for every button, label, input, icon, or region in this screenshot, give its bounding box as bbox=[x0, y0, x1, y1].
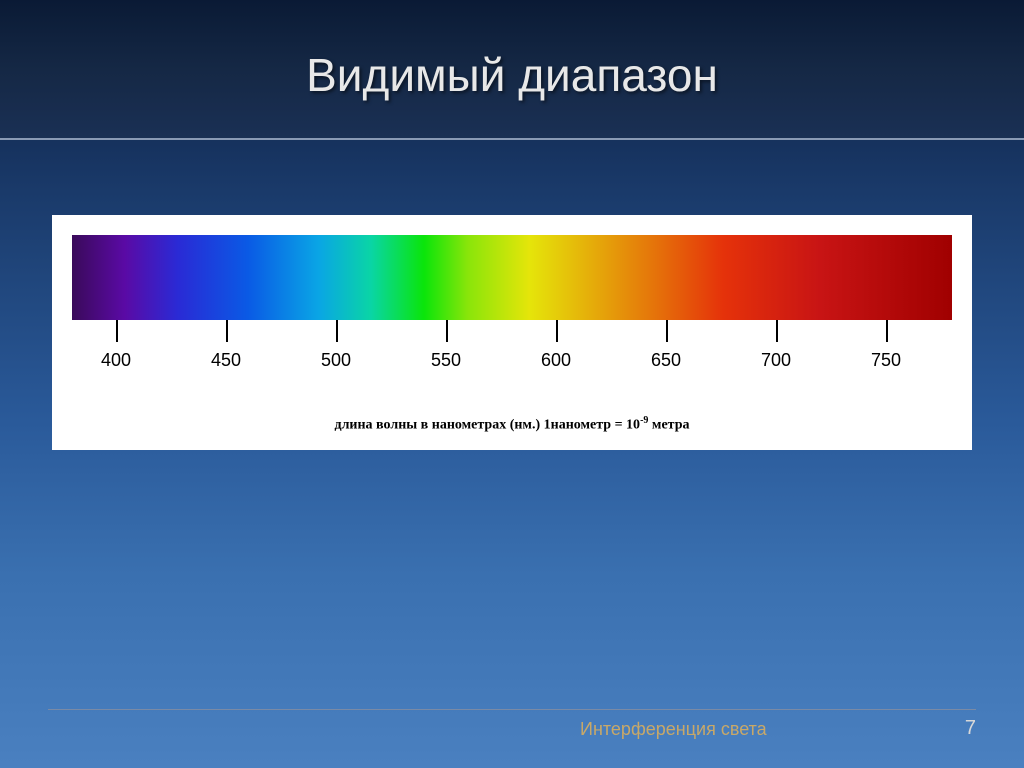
spectrum-panel: 400 450 500 550 600 650 700 750 длина во… bbox=[52, 215, 972, 450]
tick-600 bbox=[556, 320, 558, 342]
tick-label-600: 600 bbox=[541, 350, 571, 371]
tick-label-650: 650 bbox=[651, 350, 681, 371]
tick-label-500: 500 bbox=[321, 350, 351, 371]
tick-450 bbox=[226, 320, 228, 342]
tick-label-450: 450 bbox=[211, 350, 241, 371]
tick-500 bbox=[336, 320, 338, 342]
slide-background: Видимый диапазон 400 450 500 550 600 650… bbox=[0, 0, 1024, 768]
tick-650 bbox=[666, 320, 668, 342]
spectrum-axis: 400 450 500 550 600 650 700 750 bbox=[72, 320, 952, 400]
title-underline bbox=[0, 138, 1024, 140]
tick-400 bbox=[116, 320, 118, 342]
tick-550 bbox=[446, 320, 448, 342]
caption-suffix: метра bbox=[648, 418, 689, 433]
slide-title: Видимый диапазон bbox=[0, 48, 1024, 102]
tick-700 bbox=[776, 320, 778, 342]
caption-prefix: длина волны в нанометрах (нм.) 1нанометр… bbox=[334, 418, 640, 433]
spectrum-caption: длина волны в нанометрах (нм.) 1нанометр… bbox=[52, 415, 972, 434]
tick-750 bbox=[886, 320, 888, 342]
footer-text: Интерференция света bbox=[580, 719, 767, 740]
tick-label-750: 750 bbox=[871, 350, 901, 371]
footer-divider bbox=[48, 709, 976, 710]
tick-label-550: 550 bbox=[431, 350, 461, 371]
title-bar: Видимый диапазон bbox=[0, 0, 1024, 140]
spectrum-gradient-bar bbox=[72, 235, 952, 320]
tick-label-400: 400 bbox=[101, 350, 131, 371]
tick-label-700: 700 bbox=[761, 350, 791, 371]
page-number: 7 bbox=[965, 717, 976, 740]
